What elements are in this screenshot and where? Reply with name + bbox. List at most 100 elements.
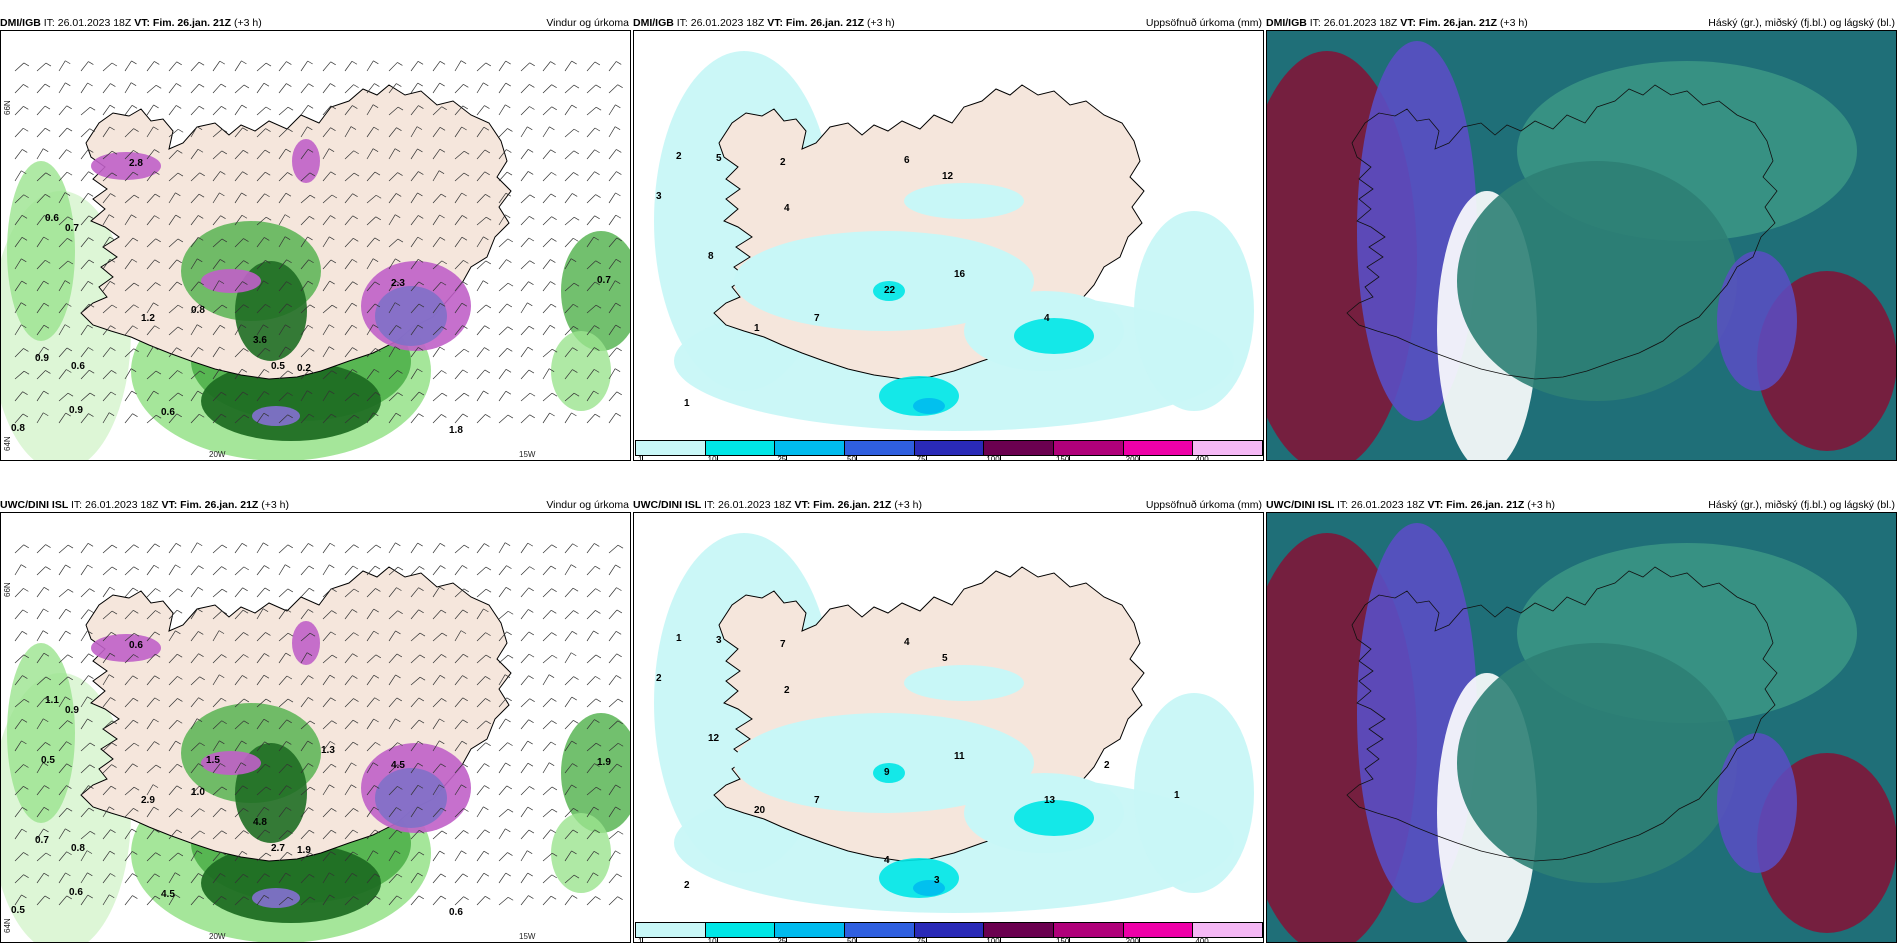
colorbar-swatch <box>845 441 915 455</box>
panel-header: UWC/DINI ISL IT: 26.01.2023 18Z VT: Fim.… <box>633 496 1264 514</box>
colorbar-tick: 400 <box>1195 937 1209 943</box>
grid-value: 0.5 <box>11 905 25 916</box>
grid-value: 2 <box>676 151 682 162</box>
model-name: UWC/DINI ISL <box>1266 499 1337 511</box>
colorbar-swatch <box>636 923 706 937</box>
map-frame <box>1266 30 1897 461</box>
colorbar-tick: 150 <box>1056 937 1071 942</box>
precip-area <box>873 281 905 301</box>
precip-area <box>904 665 1024 701</box>
colorbar-tick: 50 <box>847 937 857 942</box>
heavy-precip-area <box>252 406 300 426</box>
grid-value: 4.8 <box>253 817 267 828</box>
colorbar-swatch <box>775 441 846 455</box>
heavy-precip-area <box>375 768 447 828</box>
grid-value: 5 <box>942 653 948 664</box>
precip-area <box>1014 800 1094 836</box>
precip-area <box>551 813 611 893</box>
panel-title: Uppsöfnuð úrkoma (mm) <box>1145 499 1262 511</box>
panel-title: Háský (gr.), miðský (fj.bl.) og lágský (… <box>1708 17 1895 29</box>
grid-value: 0.9 <box>35 353 49 364</box>
grid-value: 3 <box>656 191 662 202</box>
map-frame: 1 2 3 7 2 4 5 12 9 11 7 20 13 2 4 3 1 2 1 10 25 50 75 100 150 200… <box>633 512 1264 943</box>
wind-barbs <box>14 542 624 906</box>
grid-value: 0.9 <box>69 405 83 416</box>
colorbar-ticks: 1 10 25 50 75 100 150 200 400 <box>636 455 1263 460</box>
lat-label-64n: 64N <box>3 918 12 933</box>
grid-value: 0.6 <box>129 640 143 651</box>
colorbar-tick: 10 <box>708 937 718 942</box>
model-name: DMI/IGB <box>0 17 44 29</box>
grid-value: 4.5 <box>161 889 175 900</box>
grid-value: 1.1 <box>45 695 59 706</box>
colorbar-swatch <box>1054 923 1124 937</box>
grid-value: 2 <box>656 673 662 684</box>
map-panel-cloud: UWC/DINI ISL IT: 26.01.2023 18Z VT: Fim.… <box>1266 496 1897 943</box>
map-canvas <box>1267 31 1896 460</box>
precip-area <box>1134 211 1254 411</box>
precip-area <box>1134 693 1254 893</box>
precip-area <box>904 183 1024 219</box>
lat-label-66n: 66N <box>3 100 12 115</box>
grid-value: 0.5 <box>271 361 285 372</box>
grid-value: 2 <box>684 880 690 891</box>
colorbar-tick: 100 <box>986 937 1001 942</box>
map-panel-precip: DMI/IGB IT: 26.01.2023 18Z VT: Fim. 26.j… <box>633 14 1264 461</box>
wind-values: 2.8 0.6 0.7 0.8 1.2 0.9 0.6 0.9 0.8 0.6 3.6 0.5 0.2 2… <box>11 158 611 436</box>
grid-value: 4 <box>1044 313 1050 324</box>
grid-value: 2 <box>784 685 790 696</box>
map-panel-wind: UWC/DINI ISL IT: 26.01.2023 18Z VT: Fim.… <box>0 496 631 943</box>
grid-value: 1.5 <box>206 755 220 766</box>
colorbar-swatch <box>1193 441 1263 455</box>
grid-value: 3.6 <box>253 335 267 346</box>
low-cloud-area <box>1457 161 1737 401</box>
colorbar-tick: 10 <box>708 455 718 460</box>
model-name: UWC/DINI ISL <box>633 499 704 511</box>
colorbar-swatch <box>636 441 706 455</box>
precip-colorbar: 1 10 25 50 75 100 150 200 400 <box>635 922 1263 942</box>
model-name: UWC/DINI ISL <box>0 499 71 511</box>
grid-value: 0.8 <box>191 305 205 316</box>
grid-value: 1 <box>684 398 690 409</box>
panel-header: DMI/IGB IT: 26.01.2023 18Z VT: Fim. 26.j… <box>633 14 1264 32</box>
init-time: IT: 26.01.2023 18Z <box>70 499 162 511</box>
colorbar-swatch <box>845 923 915 937</box>
valid-time: VT: Fim. 26.jan. 21Z <box>161 499 262 511</box>
mid-cloud-area <box>1717 251 1797 391</box>
grid-value: 0.6 <box>449 907 463 918</box>
init-time: IT: 26.01.2023 18Z <box>676 17 768 29</box>
grid-value: 1.9 <box>597 757 611 768</box>
iceland-coastline <box>1346 84 1778 380</box>
init-time: IT: 26.01.2023 18Z <box>43 17 135 29</box>
grid-value: 22 <box>884 285 896 296</box>
valid-time: VT: Fim. 26.jan. 21Z <box>794 499 895 511</box>
colorbar-tick: 1 <box>638 455 644 460</box>
colorbar-tick: 100 <box>986 455 1001 460</box>
colorbar-swatch <box>914 923 985 937</box>
colorbar-tick: 200 <box>1126 455 1141 460</box>
lon-label-15w: 15W <box>519 450 536 459</box>
grid-value: 0.6 <box>45 213 59 224</box>
panel-title: Vindur og úrkoma <box>546 499 629 511</box>
colorbar-tick: 50 <box>847 455 857 460</box>
grid-value: 8 <box>708 251 714 262</box>
colorbar-swatch <box>1123 923 1194 937</box>
map-canvas: 0.6 1.1 0.9 1.0 2.9 0.7 0.8 0.6 0.5 4.5 4.8 2.7 1.9 4… <box>1 513 630 942</box>
grid-value: 7 <box>814 795 820 806</box>
lead-time: (+3 h) <box>867 17 895 29</box>
lon-label-20w: 20W <box>209 450 226 459</box>
grid-value: 0.5 <box>41 755 55 766</box>
low-cloud-area <box>1457 643 1737 883</box>
panel-header: UWC/DINI ISL IT: 26.01.2023 18Z VT: Fim.… <box>0 496 631 514</box>
colorbar-swatch <box>1123 441 1194 455</box>
lon-label-20w: 20W <box>209 932 226 941</box>
map-frame: 2.8 0.6 0.7 0.8 1.2 0.9 0.6 0.9 0.8 0.6 3.6 0.5 0.2 2… <box>0 30 631 461</box>
grid-value: 1 <box>1174 790 1180 801</box>
grid-value: 4 <box>904 637 910 648</box>
model-name: DMI/IGB <box>1266 17 1310 29</box>
precip-area <box>551 331 611 411</box>
heavy-precip-area <box>201 269 261 293</box>
colorbar-tick: 200 <box>1126 937 1141 942</box>
